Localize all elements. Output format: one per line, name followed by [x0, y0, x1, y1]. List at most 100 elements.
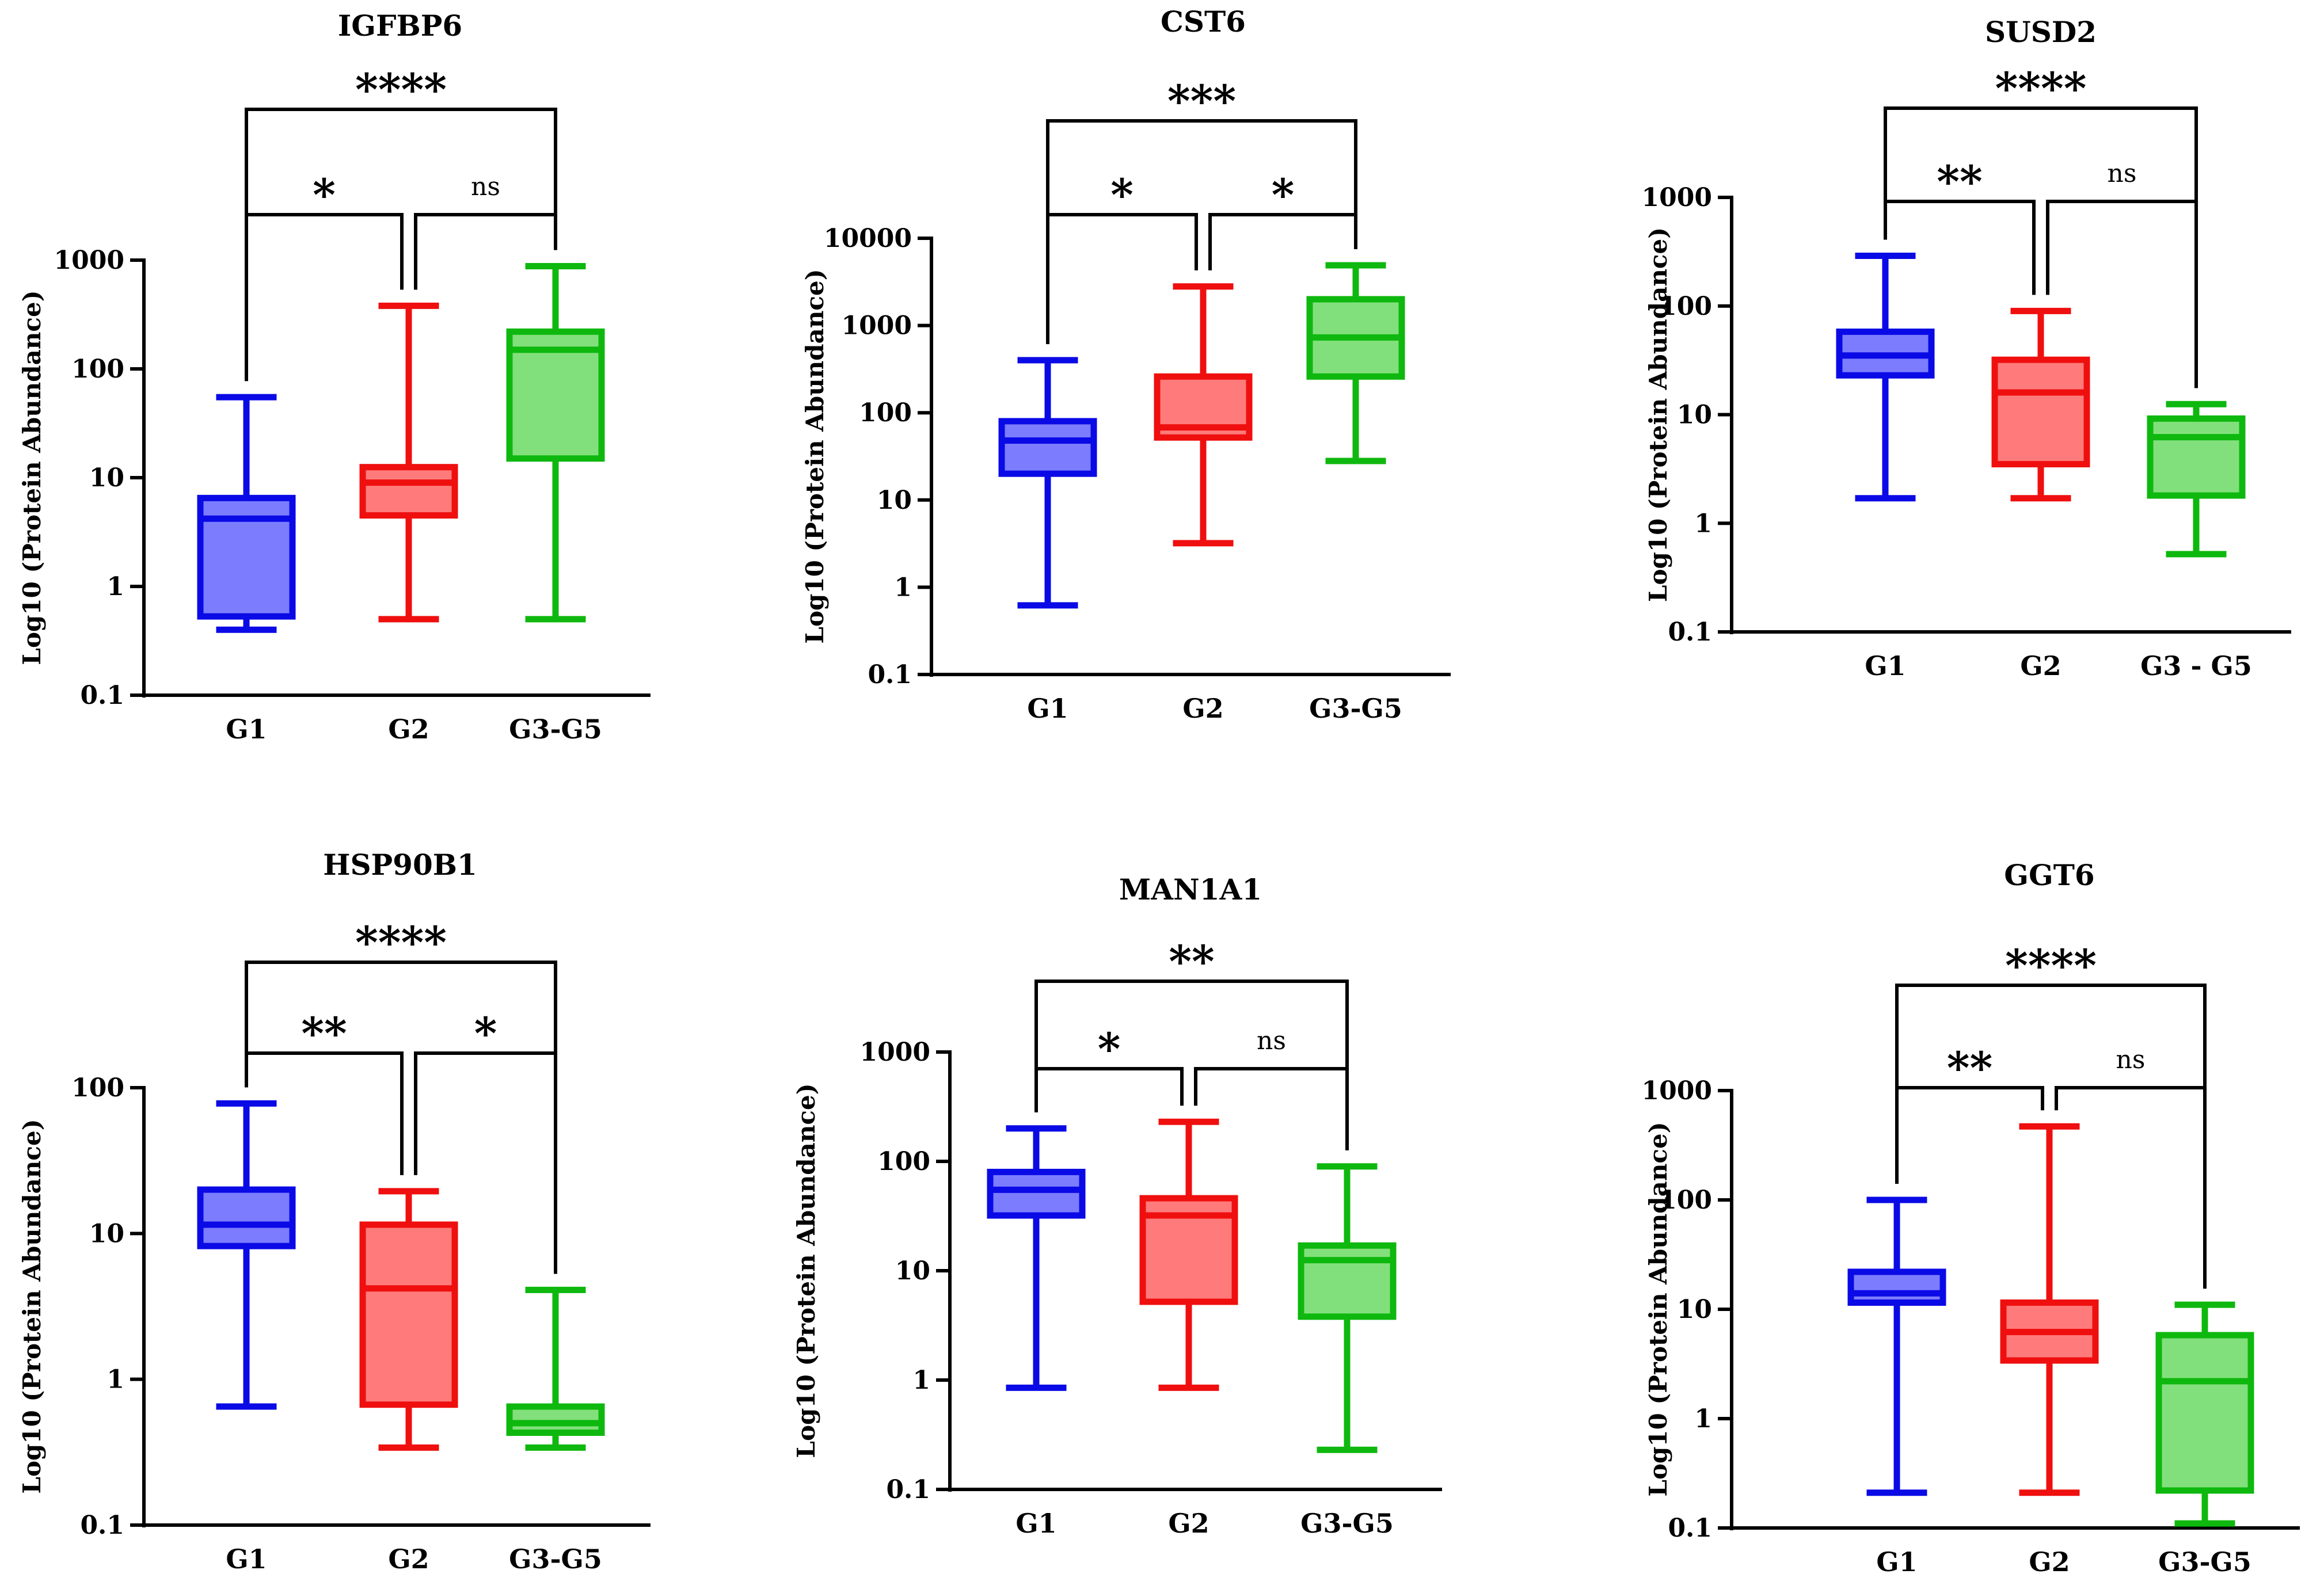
- y-tick-label: 0.1: [80, 681, 124, 710]
- y-axis-label: Log10 (Protein Abundance): [18, 290, 46, 665]
- significance-label: *: [1272, 169, 1295, 220]
- box-g1: [1847, 1268, 1946, 1306]
- significance-bracket: [245, 108, 557, 382]
- y-tick-label: 0.1: [1668, 1514, 1712, 1543]
- y-tick-label: 100: [859, 398, 912, 428]
- box-g1: [987, 1168, 1086, 1219]
- x-tick-label: G2: [388, 1544, 429, 1575]
- x-tick-label: G1: [226, 1544, 267, 1575]
- y-tick-label: 10: [89, 463, 124, 493]
- x-tick-label: G2: [1168, 1508, 1209, 1539]
- significance-bracket: [245, 1051, 404, 1175]
- significance-bracket: [1194, 1067, 1349, 1150]
- x-tick-label: G3-G5: [1300, 1508, 1394, 1539]
- significance-label: ****: [1995, 63, 2087, 114]
- x-tick-label: G1: [1865, 650, 1905, 681]
- x-tick-label: G3-G5: [509, 1544, 602, 1575]
- x-tick-label: G2: [2029, 1546, 2070, 1577]
- significance-bracket: [1884, 106, 2198, 388]
- significance-label: *: [1098, 1023, 1121, 1074]
- chart-title: GGT6: [2004, 858, 2094, 892]
- significance-bracket: [1034, 980, 1349, 1150]
- x-tick-label: G3-G5: [509, 714, 602, 745]
- significance-bracket: [245, 213, 404, 382]
- y-tick-label: 100: [71, 1073, 124, 1103]
- y-tick-label: 1000: [54, 246, 124, 275]
- y-tick-label: 100: [1659, 1186, 1712, 1215]
- y-tick-label: 0.1: [868, 660, 912, 689]
- significance-label: ns: [2116, 1045, 2146, 1074]
- significance-bracket: [1208, 213, 1357, 270]
- y-tick-label: 1000: [1642, 1076, 1712, 1106]
- significance-bracket: [2055, 1086, 2207, 1289]
- y-tick-label: 0.1: [1668, 618, 1712, 647]
- y-tick-label: 0.1: [80, 1511, 124, 1540]
- significance-label: ****: [2005, 940, 2097, 991]
- y-tick-label: 1: [1694, 1404, 1712, 1434]
- box-g3-g5: [506, 1403, 605, 1436]
- significance-bracket: [1884, 200, 2036, 295]
- significance-label: ****: [355, 917, 447, 968]
- y-axis-label: Log10 (Protein Abundance): [1644, 1122, 1672, 1496]
- x-tick-label: G2: [1182, 693, 1223, 724]
- x-tick-label: G1: [1015, 1508, 1056, 1539]
- y-axis-label: Log10 (Protein Abundance): [792, 1083, 820, 1458]
- significance-bracket: [1895, 1086, 2044, 1184]
- box-g1: [998, 418, 1097, 477]
- y-tick-label: 100: [71, 355, 124, 384]
- y-tick-label: 1: [106, 572, 124, 601]
- y-tick-label: 100: [1659, 292, 1712, 321]
- y-tick-label: 1: [1694, 509, 1712, 538]
- significance-label: ***: [1167, 75, 1236, 127]
- chart-panel-susd2: SUSD2 Log10 (Protein Abundance) 0.1 1 10 100 1…: [1642, 15, 2291, 681]
- significance-label: **: [1947, 1042, 1993, 1093]
- significance-label: **: [1169, 936, 1215, 987]
- box-g2: [359, 464, 458, 519]
- y-tick-label: 10: [877, 486, 912, 515]
- x-tick-label: G3 - G5: [2140, 650, 2252, 681]
- y-tick-label: 1000: [842, 311, 912, 341]
- y-tick-label: 1000: [860, 1038, 930, 1067]
- chart-title: HSP90B1: [323, 848, 477, 882]
- y-tick-label: 10: [89, 1219, 124, 1248]
- significance-label: *: [474, 1008, 497, 1059]
- x-tick-label: G3-G5: [2158, 1546, 2251, 1577]
- significance-label: **: [301, 1008, 347, 1059]
- y-tick-label: 10: [1677, 1295, 1712, 1324]
- box-g2: [359, 1221, 458, 1408]
- significance-label: ns: [471, 172, 500, 201]
- box-g3-g5: [1298, 1242, 1397, 1320]
- significance-bracket: [414, 213, 557, 290]
- significance-bracket: [245, 961, 557, 1274]
- significance-bracket: [1046, 119, 1357, 344]
- x-tick-label: G2: [2020, 650, 2061, 681]
- x-tick-label: G2: [388, 714, 429, 745]
- significance-label: *: [313, 169, 336, 220]
- chart-panel-man1a1: MAN1A1 Log10 (Protein Abundance) 0.1 1 10 100…: [792, 872, 1442, 1539]
- x-tick-label: G1: [226, 714, 267, 745]
- significance-label: **: [1937, 156, 1983, 207]
- chart-panel-hsp90b1: HSP90B1 Log10 (Protein Abundance) 0.1 1 10 10…: [18, 848, 651, 1575]
- y-tick-label: 10: [895, 1256, 930, 1286]
- x-tick-label: G3-G5: [1309, 693, 1402, 724]
- box-g3-g5: [2147, 415, 2246, 499]
- y-tick-label: 1: [894, 573, 912, 602]
- significance-bracket: [1034, 1067, 1184, 1112]
- significance-bracket: [1046, 213, 1198, 344]
- y-tick-label: 1: [106, 1365, 124, 1394]
- x-tick-label: G1: [1027, 693, 1068, 724]
- chart-title: SUSD2: [1985, 15, 2097, 49]
- box-g1: [197, 1186, 296, 1249]
- chart-title: IGFBP6: [338, 9, 462, 43]
- significance-label: ns: [2108, 159, 2137, 188]
- significance-bracket: [1895, 984, 2207, 1289]
- x-tick-label: G1: [1876, 1546, 1917, 1577]
- chart-title: CST6: [1161, 5, 1246, 39]
- y-tick-label: 10: [1677, 401, 1712, 430]
- y-axis-label: Log10 (Protein Abundance): [18, 1119, 46, 1493]
- chart-panel-igfbp6: IGFBP6 Log10 (Protein Abundance) 0.1 1 10 100…: [18, 9, 651, 745]
- y-tick-label: 1000: [1642, 183, 1712, 212]
- significance-label: ns: [1257, 1026, 1286, 1055]
- chart-panel-cst6: CST6 Log10 (Protein Abundance) 0.1 1 10 100 10…: [801, 5, 1451, 724]
